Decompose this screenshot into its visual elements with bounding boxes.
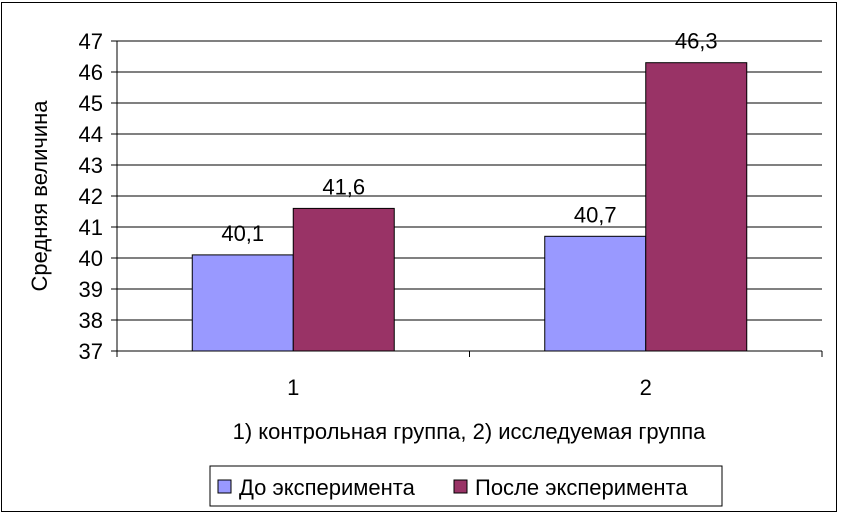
y-tick-label: 45 [79, 91, 103, 116]
y-tick-label: 47 [79, 29, 103, 54]
bar [544, 235, 647, 352]
x-tick-label: 2 [640, 375, 652, 400]
x-tick-label: 1 [287, 375, 299, 400]
y-tick-label: 46 [79, 60, 103, 85]
y-tick-label: 40 [79, 246, 103, 271]
data-label: 40,1 [221, 221, 264, 246]
y-tick-label: 43 [79, 153, 103, 178]
bars [191, 62, 748, 352]
y-tick-label: 41 [79, 215, 103, 240]
bar [292, 207, 395, 352]
legend-swatch-after [453, 479, 468, 494]
legend-swatch-before [217, 479, 232, 494]
x-axis-title: 1) контрольная группа, 2) исследуемая гр… [233, 419, 707, 444]
y-tick-labels: 37 38 39 40 41 42 43 44 45 46 47 [79, 29, 103, 364]
legend: До эксперимента После эксперимента [209, 465, 723, 507]
y-tick-label: 42 [79, 184, 103, 209]
y-axis-title: Средняя величина [27, 100, 52, 292]
y-tick-label: 38 [79, 308, 103, 333]
data-label: 40,7 [574, 202, 617, 227]
axes [116, 41, 822, 352]
bar [191, 254, 294, 352]
data-label: 41,6 [322, 174, 365, 199]
y-tick-label: 37 [79, 339, 103, 364]
data-label: 46,3 [675, 29, 718, 54]
bar [645, 62, 748, 352]
y-tick-label: 44 [79, 122, 103, 147]
legend-label-after: После эксперимента [475, 475, 688, 500]
legend-label-before: До эксперимента [239, 475, 416, 500]
data-labels: 40,1 41,6 40,7 46,3 [221, 29, 717, 246]
y-tick-label: 39 [79, 277, 103, 302]
